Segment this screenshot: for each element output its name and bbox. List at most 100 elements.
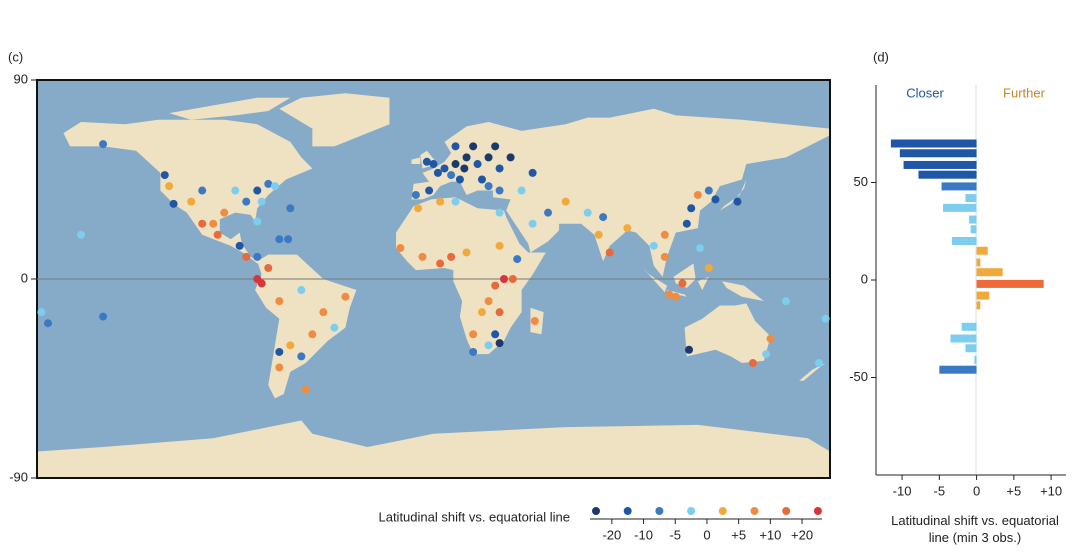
point [491,281,500,290]
point [671,292,680,301]
point [495,164,504,173]
point [418,252,427,261]
point [594,230,603,239]
point [270,182,279,191]
legend-tick-label: -20 [602,527,621,542]
point [484,297,493,306]
point [693,190,702,199]
point [275,347,284,356]
point [544,208,553,217]
point [37,308,46,317]
point [473,160,482,169]
point [253,275,262,283]
point [284,235,293,244]
point [762,350,771,359]
bar [976,258,981,267]
point [660,230,669,239]
point [429,160,438,169]
point [77,230,86,239]
legend-tick-label: -10 [634,527,653,542]
point [528,168,537,177]
x-tick-label: +5 [1006,483,1021,498]
point [508,275,517,283]
bar [970,225,977,234]
point [242,197,251,206]
point [257,197,266,206]
bar [974,355,977,364]
point [213,230,222,239]
point [495,308,504,317]
point [436,259,445,268]
point [422,157,431,166]
y-tick-label: 0 [861,271,868,286]
land [36,93,831,478]
panel-label: (c) [8,49,23,64]
point [696,244,705,253]
side-label: Closer [906,85,944,100]
point [477,308,486,317]
point [495,186,504,195]
bar [965,344,977,353]
point [253,252,262,261]
point [469,347,478,356]
bar [976,246,988,255]
point [733,197,742,206]
legend-swatch [750,507,759,515]
point [506,153,515,162]
point [301,385,310,394]
point [682,219,691,228]
point [44,319,53,328]
point [447,252,456,261]
point [455,175,464,184]
point [275,297,284,306]
point [433,168,442,177]
legend-swatch [782,507,791,515]
point [451,160,460,169]
point [308,330,317,339]
point [275,235,284,244]
point [660,252,669,261]
legend-tick-label: 0 [703,527,710,542]
point [440,164,449,173]
bar [903,160,977,169]
point [499,275,508,283]
point [469,330,478,339]
point [484,153,493,162]
point [491,330,500,339]
point [561,197,570,206]
point [235,241,244,250]
bar [918,170,977,179]
point [484,341,493,350]
point [297,286,306,295]
point [711,195,720,204]
point [264,263,273,272]
bar [961,322,977,331]
legend-swatch [718,507,727,515]
legend-title: Latitudinal shift vs. equatorial line [378,509,570,524]
point [623,224,632,233]
x-tick-label: +10 [1040,483,1062,498]
point [678,279,687,288]
legend-tick-label: +5 [731,527,746,542]
x-axis-label: Latitudinal shift vs. equatorial line (m… [891,513,1059,545]
point [495,339,504,348]
point [319,308,328,317]
point [495,241,504,250]
bar [939,365,977,374]
point [649,241,658,250]
bar [941,182,977,191]
point [462,153,471,162]
point [447,171,456,180]
point [460,164,469,173]
point [495,208,504,217]
point [198,219,207,228]
point [451,142,460,151]
point [477,175,486,184]
panel-label: (d) [873,49,889,64]
point [242,252,251,261]
legend-swatch [687,507,696,515]
legend-tick-label: +10 [759,527,781,542]
point [220,208,229,217]
bar [976,268,1003,277]
